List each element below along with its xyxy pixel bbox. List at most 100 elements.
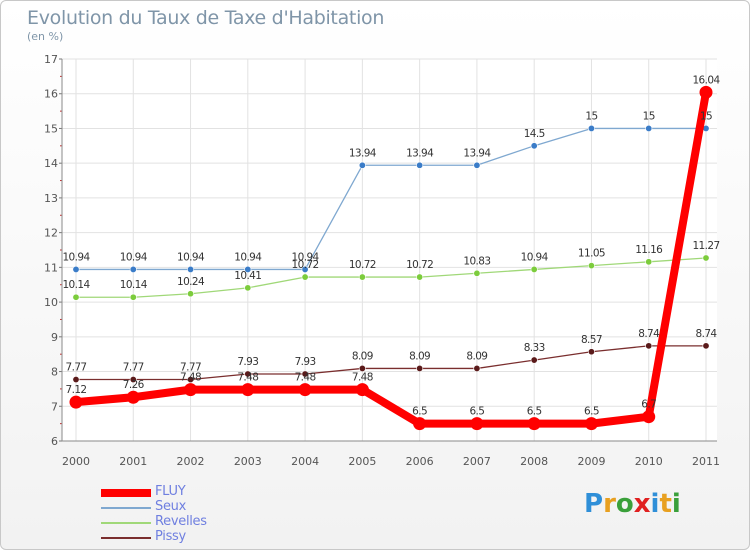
x-tick-label: 2004 bbox=[291, 455, 319, 468]
data-label-seux: 10.94 bbox=[177, 251, 205, 263]
data-label-fluy: 6.5 bbox=[527, 406, 542, 418]
data-label-pissy: 8.33 bbox=[524, 342, 545, 354]
series-revelles bbox=[72, 254, 710, 301]
data-label-revelles: 10.24 bbox=[177, 276, 205, 288]
data-point-seux bbox=[587, 124, 595, 132]
data-label-seux: 14.5 bbox=[524, 128, 545, 140]
data-label-revelles: 11.27 bbox=[692, 240, 719, 252]
data-point-seux bbox=[301, 265, 309, 273]
data-label-revelles: 11.16 bbox=[635, 244, 663, 256]
series-fluy bbox=[69, 85, 713, 431]
data-label-revelles: 11.05 bbox=[578, 248, 605, 260]
data-point-pissy bbox=[301, 370, 309, 378]
data-point-fluy bbox=[184, 383, 198, 397]
data-label-pissy: 8.74 bbox=[638, 328, 660, 340]
legend-swatch-pissy bbox=[101, 537, 151, 539]
data-point-pissy bbox=[473, 364, 481, 372]
data-label-seux: 13.94 bbox=[406, 147, 434, 159]
data-point-fluy bbox=[470, 417, 484, 431]
data-label-fluy: 6.5 bbox=[584, 406, 599, 418]
logo-letter: o bbox=[615, 489, 634, 519]
data-point-pissy bbox=[129, 376, 137, 384]
data-point-fluy bbox=[241, 383, 255, 397]
data-label-fluy: 7.48 bbox=[237, 372, 258, 384]
chart-legend: FLUY Seux Revelles Pissy bbox=[101, 484, 321, 545]
series-line-pissy bbox=[76, 345, 706, 381]
legend-swatch-fluy bbox=[101, 489, 151, 497]
data-point-seux bbox=[244, 265, 252, 273]
y-tick-label: 11 bbox=[44, 261, 58, 274]
data-label-pissy: 7.77 bbox=[123, 362, 144, 374]
data-point-pissy bbox=[187, 376, 195, 384]
data-label-revelles: 10.14 bbox=[62, 279, 90, 291]
y-tick-label: 10 bbox=[44, 296, 58, 309]
data-point-revelles bbox=[530, 265, 538, 273]
data-point-revelles bbox=[645, 258, 653, 266]
data-point-seux bbox=[358, 161, 366, 169]
data-label-revelles: 10.72 bbox=[406, 259, 433, 271]
y-tick-label: 8 bbox=[51, 366, 58, 379]
y-tick-label: 7 bbox=[51, 400, 58, 413]
logo-letter: t bbox=[659, 489, 672, 519]
data-point-fluy bbox=[126, 390, 140, 404]
data-label-seux: 15 bbox=[700, 110, 712, 122]
data-label-revelles: 10.72 bbox=[349, 259, 376, 271]
data-label-seux: 10.94 bbox=[234, 251, 262, 263]
data-point-revelles bbox=[702, 254, 710, 262]
series-line-fluy bbox=[75, 91, 710, 428]
data-label-pissy: 7.93 bbox=[237, 356, 258, 368]
data-point-pissy bbox=[358, 364, 366, 372]
data-label-revelles: 10.14 bbox=[120, 279, 148, 291]
data-label-fluy: 7.48 bbox=[352, 372, 373, 384]
y-tick-label: 6 bbox=[51, 435, 58, 448]
data-point-pissy bbox=[702, 342, 710, 350]
x-tick-label: 2007 bbox=[463, 455, 491, 468]
legend-label-seux: Seux bbox=[155, 499, 186, 514]
data-point-revelles bbox=[358, 273, 366, 281]
data-label-pissy: 7.77 bbox=[180, 362, 201, 374]
data-label-fluy: 7.26 bbox=[123, 379, 145, 391]
logo-letter: x bbox=[633, 489, 651, 519]
data-label-seux: 15 bbox=[585, 110, 597, 122]
data-label-seux: 15 bbox=[643, 110, 655, 122]
data-label-pissy: 8.09 bbox=[466, 350, 487, 362]
x-tick-label: 2009 bbox=[577, 455, 605, 468]
data-label-pissy: 7.77 bbox=[66, 362, 87, 374]
data-label-seux: 10.94 bbox=[120, 251, 148, 263]
data-point-seux bbox=[645, 124, 653, 132]
data-label-revelles: 10.72 bbox=[292, 259, 319, 271]
x-tick-label: 2010 bbox=[635, 455, 663, 468]
data-label-fluy: 6.5 bbox=[412, 406, 427, 418]
data-point-fluy bbox=[527, 417, 541, 431]
data-point-revelles bbox=[416, 273, 424, 281]
data-label-seux: 13.94 bbox=[463, 147, 491, 159]
x-tick-label: 2005 bbox=[348, 455, 376, 468]
series-line-seux bbox=[76, 127, 706, 271]
y-tick-label: 15 bbox=[44, 122, 58, 135]
data-point-pissy bbox=[645, 342, 653, 350]
data-point-pissy bbox=[530, 356, 538, 364]
chart-subtitle: (en %) bbox=[27, 30, 64, 43]
data-label-seux: 10.94 bbox=[292, 251, 320, 263]
data-point-revelles bbox=[129, 293, 137, 301]
logo-letter: r bbox=[603, 489, 616, 519]
data-label-pissy: 8.74 bbox=[696, 328, 718, 340]
y-tick-label: 12 bbox=[44, 227, 58, 240]
y-tick-label: 16 bbox=[44, 88, 58, 101]
data-point-revelles bbox=[72, 293, 80, 301]
data-point-fluy bbox=[413, 417, 427, 431]
data-label-fluy: 6.7 bbox=[641, 399, 656, 411]
logo-letter: i bbox=[650, 489, 660, 519]
legend-item-revelles: Revelles bbox=[101, 514, 321, 530]
data-label-fluy: 7.48 bbox=[295, 372, 316, 384]
legend-item-fluy: FLUY bbox=[101, 484, 321, 500]
legend-label-fluy: FLUY bbox=[155, 484, 186, 499]
data-label-revelles: 10.83 bbox=[463, 255, 490, 267]
data-point-seux bbox=[187, 265, 195, 273]
data-label-fluy: 16.04 bbox=[692, 74, 720, 86]
data-point-revelles bbox=[187, 290, 195, 298]
x-tick-label: 2002 bbox=[177, 455, 205, 468]
data-label-pissy: 7.93 bbox=[295, 356, 316, 368]
